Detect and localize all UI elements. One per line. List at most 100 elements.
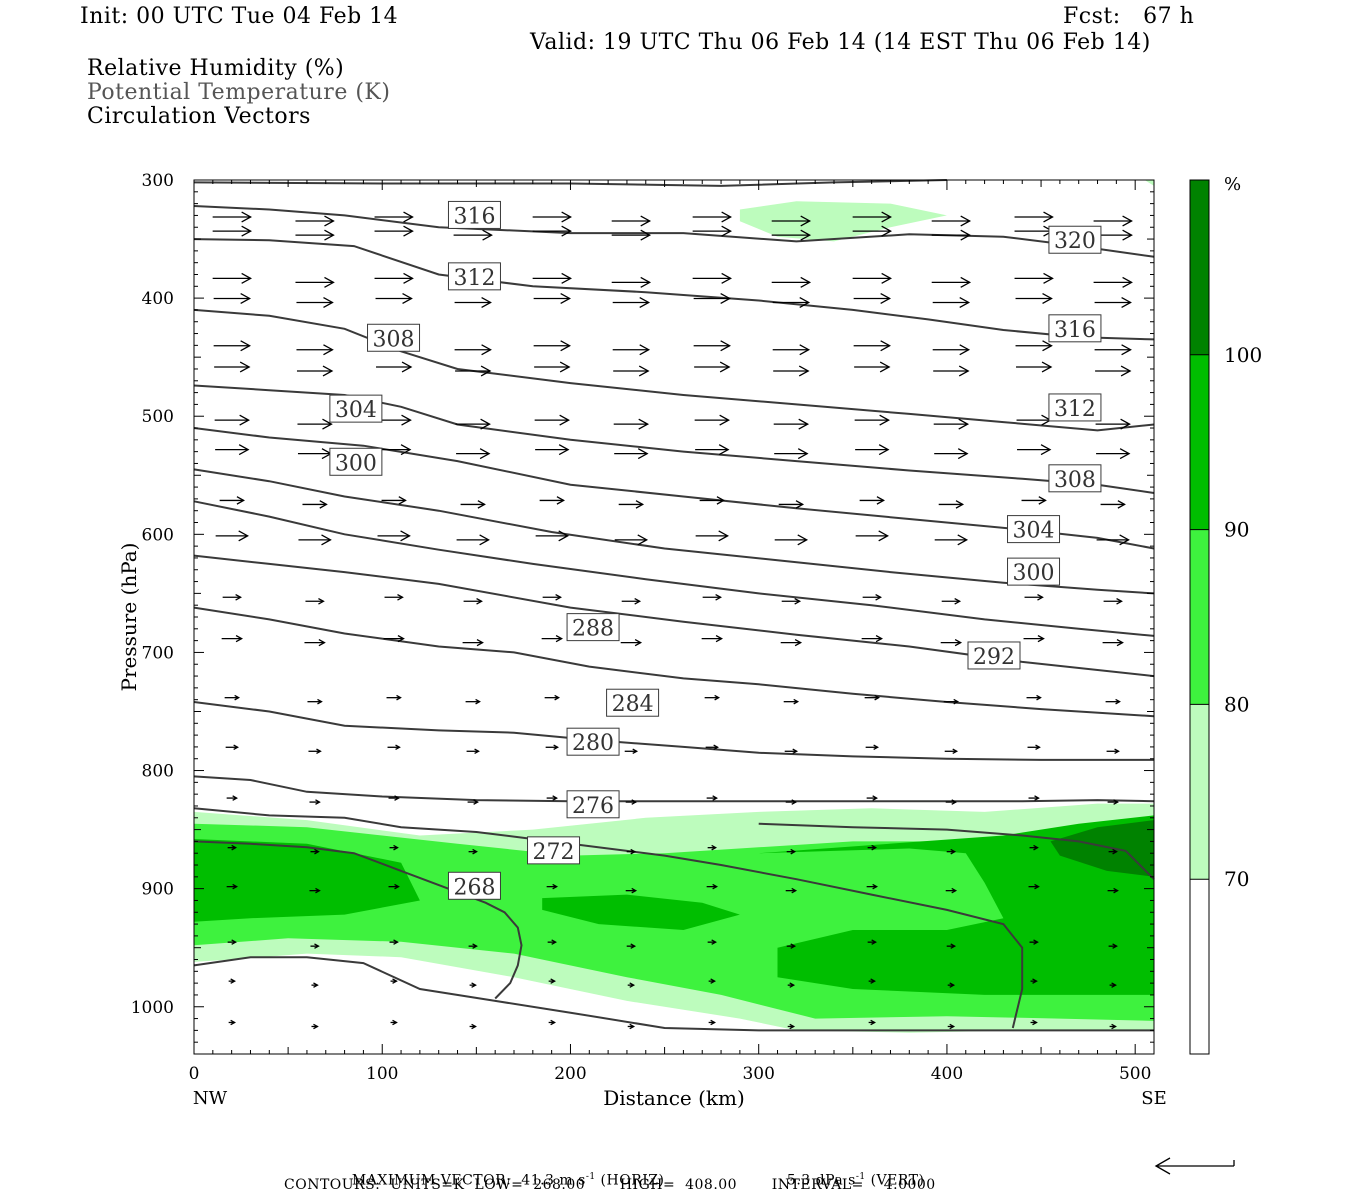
vector-arrow-13-10: [1027, 744, 1041, 751]
theta-label-16: 300: [1013, 561, 1055, 586]
vector-arrow-13-7: [784, 748, 799, 755]
field-label-theta: Potential Temperature (K): [87, 80, 391, 105]
theta-label-17: 292: [973, 645, 1015, 670]
vector-arrow-19-9: [947, 1023, 956, 1030]
theta-label-10: 268: [453, 875, 495, 900]
theta-label-15: 304: [1013, 519, 1055, 544]
rh-region-90-4: [194, 839, 420, 922]
vector-arrow-5-1: [296, 365, 334, 377]
vector-arrow-12-8: [864, 694, 880, 701]
vector-arrow-8-5: [618, 500, 645, 509]
vector-arrow-1-9: [931, 229, 972, 241]
rh-region-70-1: [739, 201, 947, 242]
vector-arrow-19-6: [708, 1019, 716, 1026]
vector-arrow-18-1: [311, 982, 319, 988]
vector-arrow-10-10: [1024, 593, 1044, 601]
vector-arrow-6-1: [297, 418, 333, 430]
vector-arrow-11-11: [1102, 638, 1124, 647]
vector-arrow-9-9: [934, 534, 969, 546]
vector-layer: [212, 211, 1133, 1030]
x-end-label-right: SE: [1141, 1088, 1166, 1109]
vector-arrow-14-2: [388, 795, 400, 801]
vector-arrow-12-1: [307, 698, 323, 705]
vector-arrow-13-5: [624, 748, 639, 755]
vector-arrow-13-2: [387, 744, 401, 751]
vector-arrow-14-1: [309, 799, 321, 805]
theta-label-box-7: [566, 727, 620, 756]
vector-arrow-15-9: [946, 848, 957, 855]
vector-arrow-8-6: [699, 496, 725, 505]
vector-arrow-4-8: [853, 340, 891, 352]
vector-arrow-3-11: [1094, 296, 1132, 308]
vector-arrow-11-3: [462, 638, 484, 647]
footer-max-vector-text: MAXIMUM VECTOR: 41.3 m s: [351, 1172, 586, 1189]
vector-arrow-8-0: [219, 496, 245, 505]
theta-label-box-15: [1007, 515, 1061, 544]
theta-contour-280-5: [193, 701, 1154, 761]
vector-arrow-11-0: [221, 634, 243, 643]
footer-max-vert: 5.3 dPa s-1 (VERT): [777, 1156, 924, 1189]
vector-arrow-16-2: [388, 883, 400, 890]
max-vector-arrow-icon: [1154, 1157, 1235, 1175]
vector-arrow-2-2: [374, 272, 414, 284]
vector-arrow-1-10: [1014, 225, 1054, 237]
vector-arrow-15-7: [786, 848, 797, 855]
colorbar-segment-4: [1190, 180, 1209, 355]
vector-arrow-11-8: [861, 634, 883, 643]
vector-arrow-11-6: [701, 634, 723, 643]
vector-arrow-8-3: [460, 500, 486, 509]
footer-vert-text: 5.3 dPa s: [786, 1172, 856, 1189]
vector-arrow-8-8: [859, 496, 885, 505]
vector-arrow-10-8: [862, 593, 882, 601]
colorbar-level-70: 70: [1224, 867, 1249, 891]
vector-arrow-11-10: [1023, 634, 1045, 643]
vector-arrow-2-4: [532, 272, 572, 284]
vector-arrow-2-10: [1014, 272, 1054, 284]
theta-label-box-1: [447, 262, 501, 291]
vector-arrow-16-6: [706, 883, 718, 890]
vector-arrow-13-6: [705, 744, 719, 751]
vector-arrow-0-0: [212, 211, 252, 223]
rh-fill-layer: [194, 180, 1154, 1033]
theta-label-box-14: [1048, 464, 1102, 493]
vector-arrow-5-5: [613, 365, 650, 377]
vector-arrow-13-8: [865, 744, 879, 751]
vector-arrow-14-11: [1107, 799, 1119, 805]
vector-arrow-9-2: [377, 530, 411, 542]
vector-arrow-7-8: [855, 444, 890, 456]
vector-arrow-16-9: [945, 887, 958, 894]
vector-arrow-10-6: [702, 593, 722, 601]
vector-arrow-9-11: [1096, 534, 1130, 546]
colorbar-segment-3: [1190, 354, 1209, 530]
vector-arrow-13-9: [944, 748, 959, 755]
vector-arrow-3-2: [375, 292, 413, 304]
theta-contour-268-1: [193, 956, 1154, 1032]
vector-arrow-7-11: [1096, 448, 1131, 460]
y-tick-label-5: 800: [142, 762, 174, 782]
vector-arrow-12-3: [465, 698, 481, 705]
vector-arrow-6-7: [773, 418, 810, 430]
vector-arrow-19-11: [1109, 1023, 1117, 1030]
field-label-vectors: Circulation Vectors: [87, 104, 311, 129]
vector-arrow-12-9: [943, 698, 960, 705]
theta-label-7: 280: [572, 731, 614, 756]
vector-arrow-3-3: [454, 296, 492, 308]
vector-arrow-10-9: [941, 597, 962, 605]
theta-label-14: 308: [1054, 468, 1096, 493]
vector-arrow-5-6: [694, 361, 731, 373]
theta-label-5: 288: [572, 617, 614, 642]
vector-arrow-15-1: [310, 848, 320, 855]
vector-arrow-15-11: [1108, 848, 1118, 855]
vector-arrow-7-5: [614, 448, 649, 460]
x-end-label-left: NW: [193, 1088, 228, 1109]
vector-arrow-19-2: [390, 1019, 398, 1026]
vector-arrow-15-5: [626, 848, 637, 855]
theta-contour-292-8: [193, 500, 1155, 637]
colorbar-level-80: 80: [1224, 692, 1249, 716]
vector-arrow-13-3: [466, 748, 480, 755]
vector-arrow-14-10: [1028, 795, 1040, 801]
colorbar-level-100: 100: [1224, 343, 1262, 367]
theta-label-box-6: [606, 688, 660, 717]
footer-horiz: (HORIZ): [595, 1172, 665, 1189]
x-axis-label: Distance (km): [603, 1086, 745, 1110]
